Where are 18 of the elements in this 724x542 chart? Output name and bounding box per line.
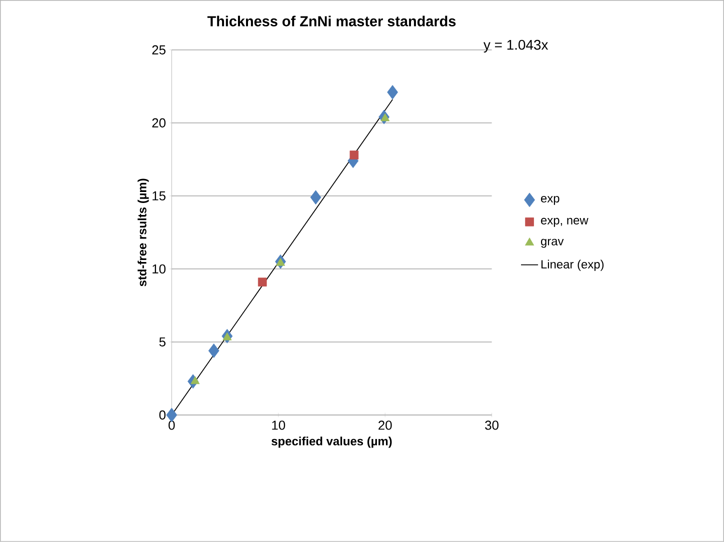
legend-label: exp <box>540 196 560 205</box>
y-tick-label: 10 <box>152 264 166 274</box>
legend-label: Linear (exp) <box>541 260 604 271</box>
x-tick-label: 0 <box>168 420 175 430</box>
x-tick-label: 10 <box>272 420 286 430</box>
y-tick-label: 0 <box>159 410 166 420</box>
x-axis-title: specified values (µm) <box>272 436 392 448</box>
y-tick-label: 15 <box>152 191 166 200</box>
x-tick-label: 30 <box>485 420 498 430</box>
legend-label: exp, new <box>540 218 588 227</box>
annotation: y = 1.043x <box>483 40 548 53</box>
chart-title: Thickness of ZnNi master standards <box>207 16 456 26</box>
y-tick-label: 5 <box>159 337 166 347</box>
y-tick-label: 20 <box>152 118 166 128</box>
y-tick-label: 25 <box>152 45 166 54</box>
legend-label: grav <box>540 238 564 248</box>
x-tick-label: 20 <box>378 420 392 430</box>
y-axis-title: std-free rsults (µm) <box>138 178 149 286</box>
